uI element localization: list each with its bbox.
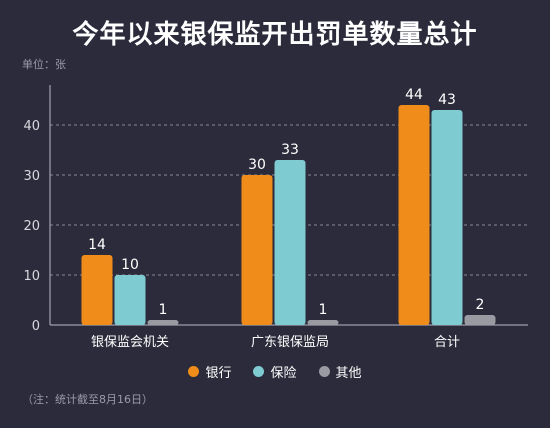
bar <box>274 160 306 325</box>
y-tick-label: 40 <box>23 119 40 134</box>
x-tick-label: 银保监会机关 <box>91 335 169 350</box>
bar <box>81 255 113 325</box>
data-label: 1 <box>159 302 168 318</box>
legend-swatch <box>188 366 200 377</box>
x-tick-label: 合计 <box>434 335 460 350</box>
data-label: 2 <box>476 297 485 313</box>
y-tick-label: 20 <box>23 219 40 234</box>
footnote: （注：统计截至8月16日） <box>22 393 153 406</box>
legend-label: 其他 <box>335 366 362 381</box>
bar <box>398 105 430 325</box>
legend-item: 保险 <box>253 362 297 381</box>
bar <box>147 320 179 325</box>
legend-label: 保险 <box>270 366 297 381</box>
data-label: 33 <box>281 142 299 158</box>
legend-label: 银行 <box>205 366 232 381</box>
bar <box>114 275 146 325</box>
legend-swatch <box>318 366 330 377</box>
data-label: 1 <box>319 302 328 318</box>
y-tick-label: 0 <box>32 319 40 334</box>
unit-label: 单位：张 <box>22 58 66 71</box>
legend: 银行 保险 其他 <box>0 362 550 381</box>
data-label: 30 <box>248 157 266 173</box>
legend-item: 银行 <box>188 362 231 381</box>
data-label: 10 <box>121 257 139 273</box>
bar <box>307 320 339 325</box>
bar <box>241 175 273 325</box>
bar <box>431 110 463 325</box>
data-label: 14 <box>88 237 106 253</box>
legend-item: 其他 <box>318 362 362 381</box>
chart-title: 今年以来银保监开出罚单数量总计 <box>72 20 478 50</box>
y-tick-label: 10 <box>23 269 40 284</box>
data-label: 44 <box>405 87 423 103</box>
y-tick-label: 30 <box>23 169 40 184</box>
data-label: 43 <box>438 92 456 108</box>
x-tick-label: 广东银保监局 <box>251 335 329 350</box>
legend-swatch <box>253 366 265 377</box>
bar <box>464 315 496 325</box>
